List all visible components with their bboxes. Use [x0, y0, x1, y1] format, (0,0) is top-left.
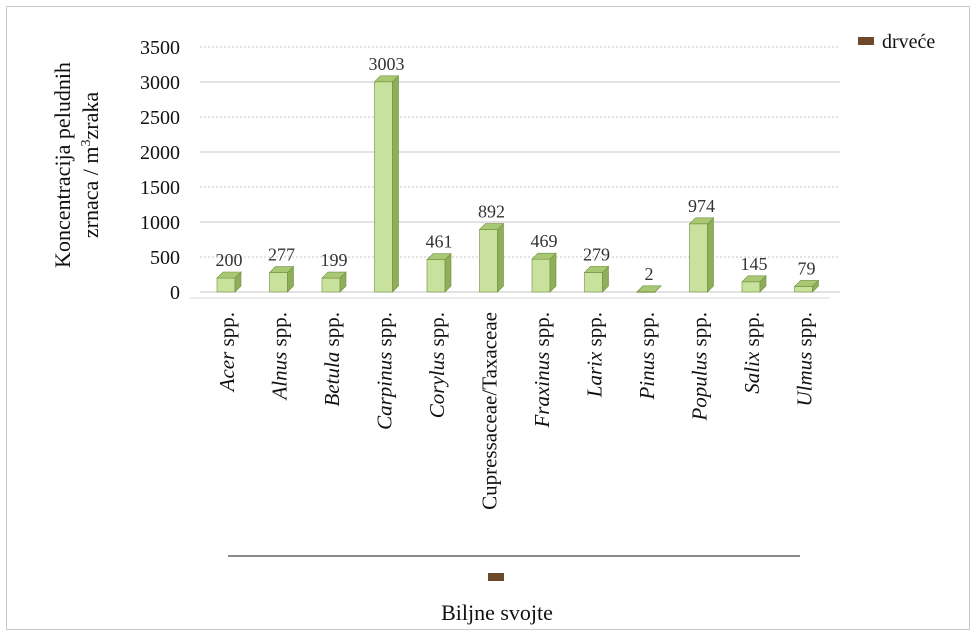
bar-side — [392, 75, 399, 293]
y-tick-label: 2500 — [140, 107, 180, 129]
bar-front — [269, 272, 288, 293]
bar-top — [216, 271, 242, 279]
category-label: Cupressaceae/Taxaceae — [478, 312, 502, 510]
data-label: 469 — [531, 231, 558, 251]
y-tick-label: 0 — [170, 282, 180, 304]
bar — [531, 252, 557, 293]
bar-top — [321, 271, 347, 279]
bar-top — [688, 217, 715, 225]
category-label: Alnus spp. — [268, 312, 292, 402]
bars — [216, 75, 820, 293]
y-tick-label: 3000 — [140, 72, 180, 94]
data-label: 277 — [268, 245, 295, 265]
bar-side — [707, 217, 714, 293]
bar-top — [531, 252, 557, 260]
y-tick-labels: 0 500 1000 1500 2000 2500 3000 3500 — [140, 37, 180, 304]
chart-frame — [6, 6, 970, 630]
y-tick-label: 2000 — [140, 142, 180, 164]
data-label: 79 — [798, 258, 816, 278]
category-label: Fraxinus spp. — [530, 312, 554, 429]
gridlines — [190, 46, 840, 299]
bar — [321, 271, 347, 293]
data-label: 199 — [321, 250, 348, 270]
category-label: Pinus spp. — [635, 312, 659, 401]
bar-front — [374, 81, 393, 293]
bar — [478, 222, 505, 293]
bar — [426, 253, 452, 293]
data-label: 2 — [645, 264, 654, 284]
bar-top — [426, 253, 452, 261]
data-label: 145 — [741, 254, 768, 274]
legend-label: drveće — [882, 31, 935, 53]
bar-front — [741, 281, 761, 293]
y-axis-title-line2: zrnaca / m3zraka — [78, 92, 103, 238]
y-tick-label: 1500 — [140, 177, 180, 199]
bar-front — [689, 223, 708, 293]
category-label: Carpinus spp. — [373, 312, 397, 430]
legend-swatch — [858, 37, 874, 45]
bar-top — [373, 75, 400, 83]
bar — [583, 265, 610, 293]
y-axis-title-line1: Koncentracija peludnih — [50, 62, 75, 268]
bar — [793, 279, 820, 293]
x-axis-title: Biljne svojte — [441, 600, 553, 625]
data-label: 461 — [426, 232, 453, 252]
y-tick-label: 500 — [150, 247, 180, 269]
bar-top — [793, 280, 820, 287]
category-label: Larix spp. — [583, 312, 607, 398]
bar-front — [216, 277, 236, 293]
bar-side — [444, 253, 452, 293]
bar — [688, 217, 715, 293]
y-tick-label: 1000 — [140, 212, 180, 234]
bar-top — [478, 223, 505, 230]
category-label: Betula spp. — [320, 312, 344, 407]
y-tick-label: 3500 — [140, 37, 180, 59]
legend-swatch-bottom — [488, 573, 504, 581]
category-labels: Acer spp. Alnus spp. Betula spp. Carpinus s… — [215, 312, 817, 510]
bar-side — [497, 222, 504, 293]
bar — [373, 75, 400, 293]
data-label: 3003 — [369, 54, 405, 74]
bar-top — [636, 285, 662, 293]
bar-top — [268, 266, 295, 273]
bar-front — [584, 272, 603, 293]
bar — [268, 265, 295, 293]
category-label: Populus spp. — [688, 312, 712, 422]
bar-side — [549, 252, 557, 293]
data-label: 279 — [583, 244, 610, 264]
bar — [216, 271, 242, 293]
bar — [741, 275, 767, 293]
legend-top: drveće — [858, 31, 935, 53]
data-label: 974 — [688, 196, 715, 216]
category-label: Acer spp. — [215, 312, 239, 393]
bar-top — [583, 266, 610, 273]
category-label: Corylus spp. — [425, 312, 449, 418]
bar-front — [531, 258, 551, 293]
bar-front — [321, 277, 341, 293]
data-label: 200 — [216, 250, 243, 270]
data-labels: 200 277 199 3003 461 892 469 279 2 974 145 79 — [216, 54, 816, 284]
bar-front — [426, 259, 446, 293]
bar-top — [741, 275, 767, 283]
data-label: 892 — [478, 202, 505, 222]
category-label: Salix spp. — [740, 312, 764, 394]
bar-front — [479, 229, 498, 293]
bar — [636, 285, 662, 293]
bar-front — [794, 286, 813, 293]
category-label: Ulmus spp. — [793, 312, 817, 407]
